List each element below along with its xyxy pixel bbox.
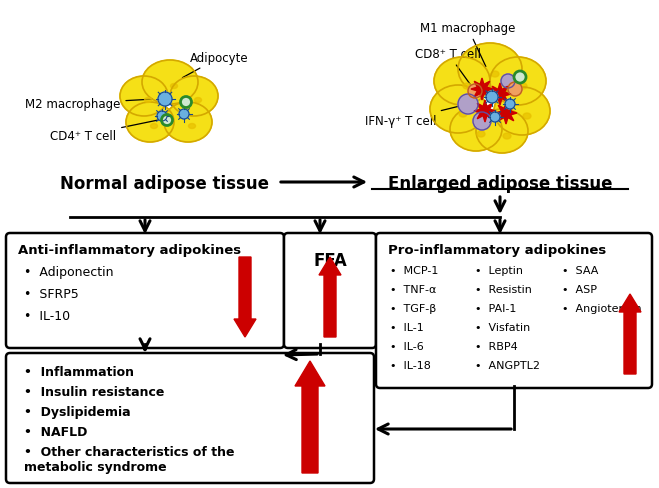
Circle shape xyxy=(158,93,172,107)
Text: Pro-inflammatory adipokines: Pro-inflammatory adipokines xyxy=(388,244,606,257)
Circle shape xyxy=(508,83,522,97)
Ellipse shape xyxy=(463,84,471,90)
Ellipse shape xyxy=(142,61,198,105)
Polygon shape xyxy=(495,103,517,125)
Ellipse shape xyxy=(523,114,531,120)
Text: •  Resistin: • Resistin xyxy=(475,285,532,294)
Polygon shape xyxy=(471,79,493,101)
Text: •  Insulin resistance: • Insulin resistance xyxy=(24,385,164,398)
Text: •  PAI-1: • PAI-1 xyxy=(475,304,517,313)
Ellipse shape xyxy=(459,112,467,118)
Ellipse shape xyxy=(126,103,174,142)
Text: •  Angiotensin: • Angiotensin xyxy=(562,304,642,313)
Ellipse shape xyxy=(171,84,177,89)
Text: •  TNF-α: • TNF-α xyxy=(390,285,436,294)
Text: •  IL-6: • IL-6 xyxy=(390,341,424,351)
Text: Enlarged adipose tissue: Enlarged adipose tissue xyxy=(387,175,612,193)
Text: •  Adiponectin: • Adiponectin xyxy=(24,265,113,279)
Text: M2 macrophage: M2 macrophage xyxy=(25,98,152,111)
Text: Adipocyte: Adipocyte xyxy=(183,52,248,79)
FancyBboxPatch shape xyxy=(284,234,376,348)
Ellipse shape xyxy=(188,124,196,129)
Text: •  IL-18: • IL-18 xyxy=(390,360,431,370)
Circle shape xyxy=(179,110,189,120)
Text: •  Dyslipidemia: • Dyslipidemia xyxy=(24,405,130,418)
Circle shape xyxy=(157,112,167,122)
Ellipse shape xyxy=(476,110,528,154)
Text: •  MCP-1: • MCP-1 xyxy=(390,265,438,275)
Polygon shape xyxy=(319,258,341,337)
Text: Anti-inflammatory adipokines: Anti-inflammatory adipokines xyxy=(18,244,241,257)
Text: •  IL-10: • IL-10 xyxy=(24,309,70,323)
Circle shape xyxy=(163,117,171,124)
Text: •  SAA: • SAA xyxy=(562,265,598,275)
Text: •  ASP: • ASP xyxy=(562,285,597,294)
Circle shape xyxy=(486,92,498,104)
Circle shape xyxy=(490,113,500,123)
Polygon shape xyxy=(474,101,496,123)
Ellipse shape xyxy=(450,108,502,152)
Text: Normal adipose tissue: Normal adipose tissue xyxy=(61,175,270,193)
Ellipse shape xyxy=(434,58,490,106)
Polygon shape xyxy=(295,361,325,473)
Text: IFN-γ⁺ T cell: IFN-γ⁺ T cell xyxy=(365,105,465,128)
Text: •  Leptin: • Leptin xyxy=(475,265,523,275)
Ellipse shape xyxy=(144,98,152,103)
Polygon shape xyxy=(234,258,256,337)
Ellipse shape xyxy=(430,86,486,134)
Ellipse shape xyxy=(164,103,212,142)
Text: •  RBP4: • RBP4 xyxy=(475,341,518,351)
Ellipse shape xyxy=(170,77,218,117)
Ellipse shape xyxy=(150,124,158,129)
Circle shape xyxy=(505,100,515,110)
Text: •  ANGPTL2: • ANGPTL2 xyxy=(475,360,540,370)
Ellipse shape xyxy=(519,84,527,90)
Ellipse shape xyxy=(194,98,202,103)
Circle shape xyxy=(516,74,524,82)
Ellipse shape xyxy=(120,77,168,117)
FancyBboxPatch shape xyxy=(6,353,374,483)
Circle shape xyxy=(161,115,173,126)
FancyBboxPatch shape xyxy=(376,234,652,388)
Ellipse shape xyxy=(503,134,511,140)
Text: •  Inflammation: • Inflammation xyxy=(24,365,134,378)
Circle shape xyxy=(468,85,482,99)
Ellipse shape xyxy=(490,58,546,106)
Text: •  NAFLD: • NAFLD xyxy=(24,425,88,438)
Ellipse shape xyxy=(458,44,522,96)
Text: •  Other characteristics of the
metabolic syndrome: • Other characteristics of the metabolic… xyxy=(24,445,235,473)
Text: M1 macrophage: M1 macrophage xyxy=(420,22,515,67)
Text: •  Visfatin: • Visfatin xyxy=(475,323,530,332)
Circle shape xyxy=(183,99,190,106)
Circle shape xyxy=(181,97,192,108)
Circle shape xyxy=(458,95,478,115)
Text: CD4⁺ T cell: CD4⁺ T cell xyxy=(50,121,160,142)
Ellipse shape xyxy=(491,72,499,78)
Polygon shape xyxy=(489,84,511,106)
Polygon shape xyxy=(619,294,641,374)
FancyBboxPatch shape xyxy=(6,234,284,348)
Circle shape xyxy=(473,113,491,131)
Text: FFA: FFA xyxy=(313,251,347,269)
Ellipse shape xyxy=(477,132,485,138)
Text: •  TGF-β: • TGF-β xyxy=(390,304,436,313)
Text: •  SFRP5: • SFRP5 xyxy=(24,287,78,301)
Text: CD8⁺ T cell: CD8⁺ T cell xyxy=(415,48,481,90)
Circle shape xyxy=(514,72,526,84)
Text: •  IL-1: • IL-1 xyxy=(390,323,424,332)
Circle shape xyxy=(501,75,515,89)
Ellipse shape xyxy=(494,88,550,136)
